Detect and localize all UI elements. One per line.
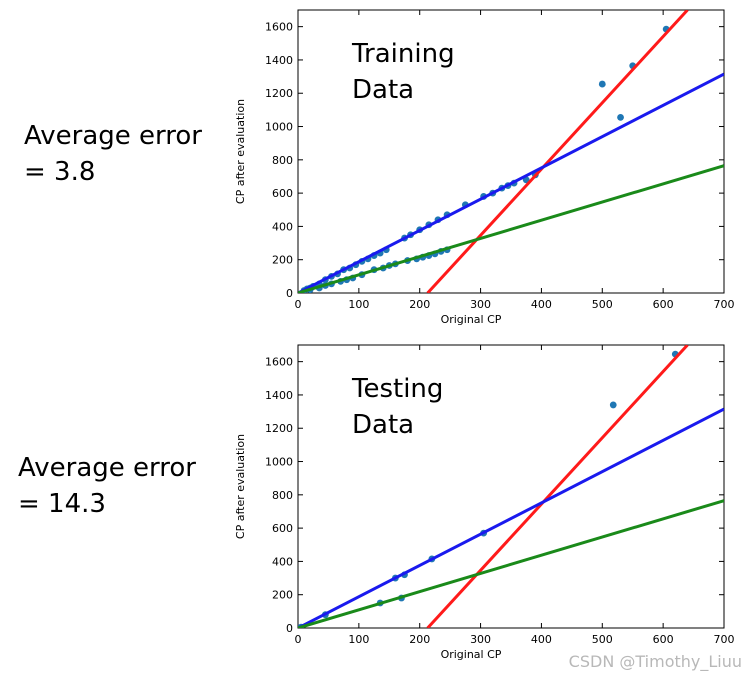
y-tick-label: 1600 — [265, 356, 293, 369]
y-tick-label: 400 — [272, 220, 293, 233]
plot-frame — [297, 344, 725, 629]
red-fit-line — [426, 10, 689, 293]
blue-fit-line — [298, 72, 724, 293]
data-point — [609, 401, 617, 409]
average-error-label: Average error — [24, 121, 202, 151]
y-tick-label: 1400 — [265, 389, 293, 402]
average-error-value: = 14.3 — [18, 489, 106, 519]
x-tick-label: 400 — [531, 298, 552, 311]
blue-fit-line — [298, 407, 724, 628]
y-axis-title: CP after evaluation — [234, 99, 247, 204]
x-tick-label: 0 — [295, 633, 302, 646]
training-data-chart: 0 100 200 300 400 500 600 700 0 200 400 600 800 1000 1… — [234, 9, 735, 326]
testing-data-chart: 0 100 200 300 400 500 600 700 0 200 400 600 800 1000 1… — [234, 344, 735, 661]
x-axis-title: Original CP — [441, 648, 502, 661]
average-error-training: Average error = 3.8 — [24, 118, 202, 190]
y-tick-label: 1200 — [265, 422, 293, 435]
x-tick-label: 100 — [348, 633, 369, 646]
y-tick-label: 200 — [272, 254, 293, 267]
x-tick-label: 300 — [470, 633, 491, 646]
y-tick-label: 800 — [272, 154, 293, 167]
plot-area — [298, 10, 724, 293]
x-axis-title: Original CP — [441, 313, 502, 326]
dataset-annotation: Data — [352, 75, 414, 105]
y-tick-label: 600 — [272, 187, 293, 200]
y-tick-label: 800 — [272, 489, 293, 502]
x-tick-label: 600 — [653, 298, 674, 311]
dataset-annotation: Data — [352, 410, 414, 440]
green-fit-line — [298, 499, 724, 628]
x-tick-label: 600 — [653, 633, 674, 646]
x-tick-label: 200 — [409, 633, 430, 646]
y-tick-label: 400 — [272, 555, 293, 568]
y-axis-title: CP after evaluation — [234, 434, 247, 539]
y-tick-label: 1400 — [265, 54, 293, 67]
y-tick-label: 1000 — [265, 456, 293, 469]
green-fit-line — [298, 164, 724, 293]
y-tick-label: 600 — [272, 522, 293, 535]
dataset-annotation: Testing — [351, 374, 443, 404]
x-tick-label: 500 — [592, 633, 613, 646]
plot-area — [298, 345, 724, 628]
x-tick-label: 100 — [348, 298, 369, 311]
x-tick-label: 500 — [592, 298, 613, 311]
plot-frame — [297, 9, 725, 294]
y-tick-label: 1200 — [265, 87, 293, 100]
x-tick-label: 300 — [470, 298, 491, 311]
x-tick-label: 700 — [714, 633, 735, 646]
average-error-label: Average error — [18, 453, 196, 483]
red-fit-line — [426, 345, 689, 628]
y-tick-label: 0 — [286, 622, 293, 635]
y-tick-label: 0 — [286, 287, 293, 300]
y-tick-label: 200 — [272, 589, 293, 602]
y-tick-label: 1600 — [265, 21, 293, 34]
x-tick-label: 700 — [714, 298, 735, 311]
dataset-annotation: Training — [351, 39, 455, 69]
y-tick-label: 1000 — [265, 121, 293, 134]
average-error-testing: Average error = 14.3 — [18, 450, 196, 522]
data-point — [617, 113, 624, 121]
x-tick-label: 0 — [295, 298, 302, 311]
data-point — [598, 80, 606, 88]
watermark: CSDN @Timothy_Liuu — [568, 652, 742, 671]
x-tick-label: 200 — [409, 298, 430, 311]
average-error-value: = 3.8 — [24, 157, 96, 187]
x-tick-label: 400 — [531, 633, 552, 646]
